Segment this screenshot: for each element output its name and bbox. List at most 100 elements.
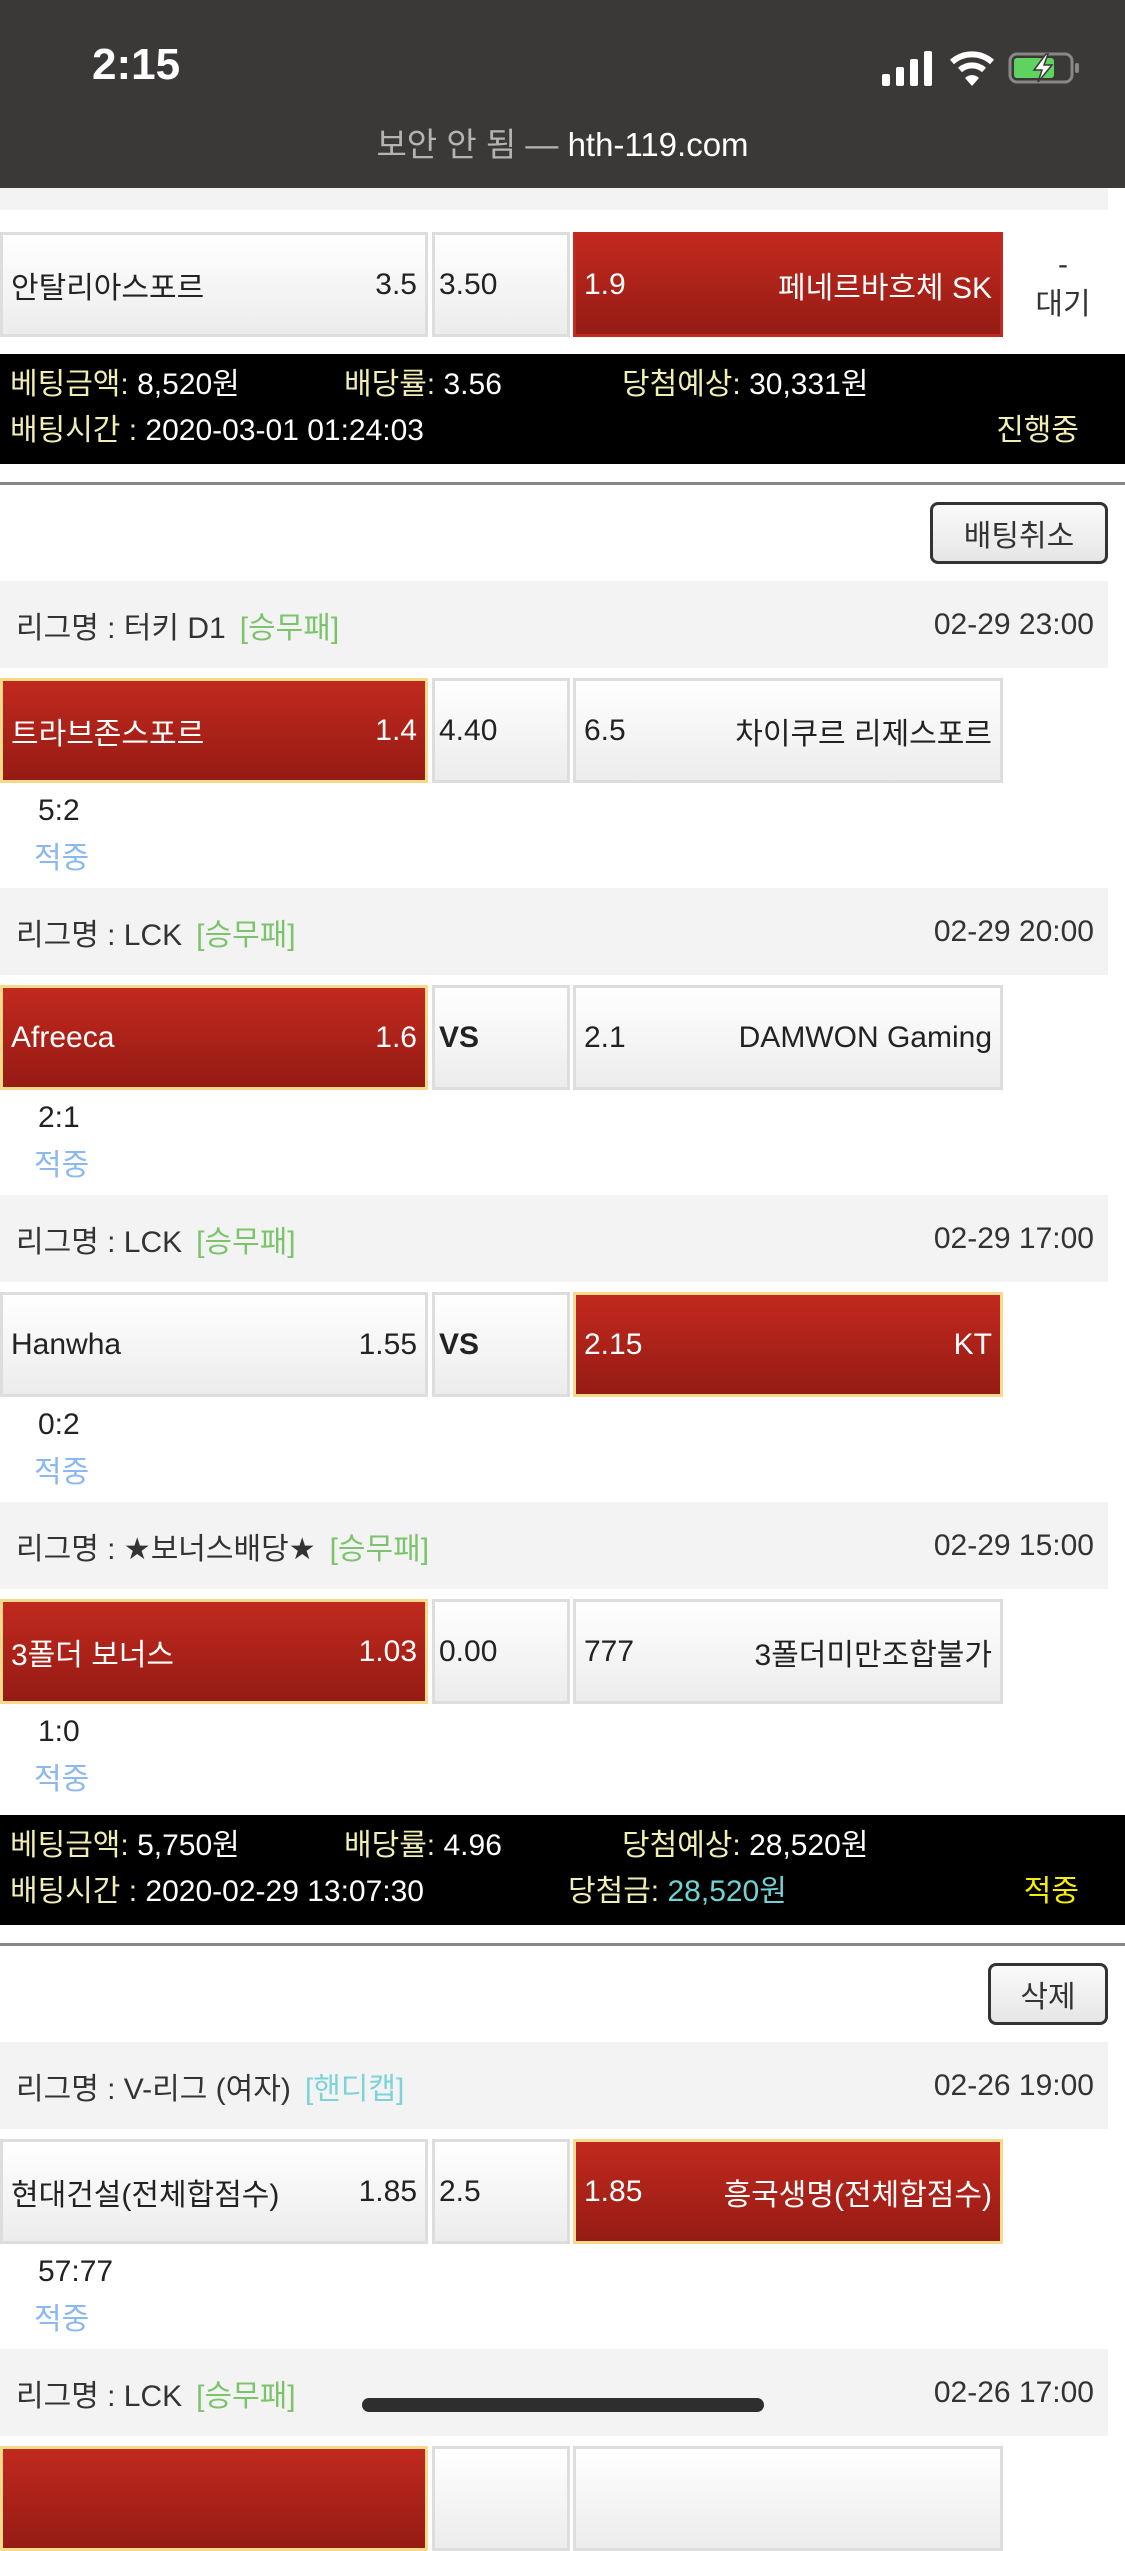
- win-amount-value: 28,520원: [667, 1875, 787, 1908]
- away-odds: 1.85: [584, 2174, 643, 2208]
- market-tag: [승무패]: [196, 918, 296, 952]
- cellular-signal-icon: [882, 51, 932, 86]
- bet-time: 배팅시간 : 2020-03-01 01:24:03: [10, 408, 424, 454]
- match-datetime: 02-29 15:00: [933, 1528, 1094, 1562]
- cancel-bet-button[interactable]: 배팅취소: [930, 502, 1108, 564]
- odds-row: Hanwha 1.55 VS 2.15 KT: [0, 1292, 1125, 1397]
- home-odds: 1.03: [358, 1634, 417, 1668]
- home-pick-button[interactable]: 현대건설(전체합점수) 1.85: [0, 2139, 428, 2244]
- market-tag: [승무패]: [239, 611, 340, 645]
- odds-rate-label: 배당률:: [344, 368, 436, 401]
- league-name: 리그명 : V-리그 (여자): [16, 2072, 291, 2106]
- home-odds: 3.5: [375, 267, 417, 301]
- summary-line-2: 배팅시간 : 2020-03-01 01:24:03 진행중: [10, 408, 1115, 454]
- odds-row: 현대건설(전체합점수) 1.85 2.5 1.85 흥국생명(전체합점수): [0, 2139, 1125, 2244]
- bet-amount-label: 베팅금액:: [10, 368, 129, 401]
- draw-handicap-button[interactable]: VS: [432, 1292, 570, 1397]
- delete-button[interactable]: 삭제: [988, 1963, 1108, 2025]
- score: 1:0: [38, 1715, 80, 1748]
- bet-slip: 배팅취소 리그명 : 터키 D1 [승무패] 02-29 23:00 트라브존스포르 1.…: [0, 482, 1125, 1925]
- draw-handicap-button[interactable]: 4.40: [432, 678, 570, 783]
- expected-win: 당첨예상: 30,331원: [622, 362, 868, 408]
- away-pick-button[interactable]: 2.15 KT: [573, 1292, 1003, 1397]
- home-pick-button[interactable]: [0, 2446, 428, 2551]
- result-status: 적중: [34, 2303, 90, 2336]
- match-result: 2:1 적중: [0, 1090, 1125, 1195]
- away-odds: 2.15: [584, 1327, 643, 1361]
- away-team: 3폴더미만조합불가: [754, 1638, 992, 1672]
- league-name: 리그명 : LCK: [16, 1225, 183, 1259]
- away-team: 흥국생명(전체합점수): [723, 2178, 992, 2212]
- away-odds: 777: [584, 1634, 635, 1668]
- home-pick-button[interactable]: Hanwha 1.55: [0, 1292, 428, 1397]
- mid-value: 0.00: [439, 1634, 498, 1668]
- league-header: 리그명 : ★보너스배당★ [승무패] 02-29 15:00: [0, 1502, 1108, 1589]
- url-bar[interactable]: 보안 안 됨 — hth-119.com: [0, 118, 1125, 166]
- bet-amount-label: 베팅금액:: [10, 1829, 129, 1862]
- odds-rate-value: 3.56: [443, 368, 502, 401]
- bet-amount: 베팅금액: 8,520원: [10, 362, 240, 408]
- home-team: 현대건설(전체합점수): [11, 2178, 280, 2212]
- league-name: 리그명 : ★보너스배당★: [16, 1532, 316, 1566]
- bet-status: 적중: [1023, 1875, 1079, 1908]
- draw-handicap-button[interactable]: [432, 2446, 570, 2551]
- expected-win: 당첨예상: 28,520원: [622, 1823, 868, 1869]
- away-pick-button[interactable]: 1.85 흥국생명(전체합점수): [573, 2139, 1003, 2244]
- mid-value: VS: [439, 1327, 480, 1361]
- match-datetime: 02-29 23:00: [933, 607, 1094, 641]
- match-result: 5:2 적중: [0, 783, 1125, 888]
- mid-value: 4.40: [439, 713, 498, 747]
- bet-amount: 베팅금액: 5,750원: [10, 1823, 240, 1869]
- bet-history-list: 리그명 : 터키 D1[승무패]03-01 02:00안탈리아스포르3.53.5…: [0, 123, 1125, 2551]
- home-pick-button[interactable]: Afreeca 1.6: [0, 985, 428, 1090]
- url-separator: —: [525, 126, 559, 163]
- home-pick-button[interactable]: 트라브존스포르 1.4: [0, 678, 428, 783]
- wifi-icon: [950, 51, 994, 86]
- mid-value: 3.50: [439, 267, 498, 301]
- win-amount: 당첨금: 28,520원: [568, 1869, 787, 1915]
- league-header: 리그명 : V-리그 (여자) [핸디캡] 02-26 19:00: [0, 2042, 1108, 2129]
- bet-time-value: 2020-03-01 01:24:03: [145, 414, 424, 447]
- status-text: 대기: [1035, 287, 1091, 321]
- draw-handicap-button[interactable]: 2.5: [432, 2139, 570, 2244]
- expected-win-label: 당첨예상:: [622, 368, 741, 401]
- match-result: 1:0 적중: [0, 1704, 1125, 1809]
- draw-handicap-button[interactable]: 0.00: [432, 1599, 570, 1704]
- league-header: 리그명 : LCK [승무패] 02-29 17:00: [0, 1195, 1108, 1282]
- home-indicator[interactable]: [362, 2398, 764, 2412]
- away-team: DAMWON Gaming: [738, 1020, 992, 1054]
- match-datetime: 02-26 17:00: [933, 2375, 1094, 2409]
- match-datetime: 02-26 19:00: [933, 2068, 1094, 2102]
- away-pick-button[interactable]: 6.5 차이쿠르 리제스포르: [573, 678, 1003, 783]
- home-odds: 1.4: [375, 713, 417, 747]
- bet-actions: 삭제: [0, 1963, 1125, 2025]
- away-pick-button[interactable]: 777 3폴더미만조합불가: [573, 1599, 1003, 1704]
- home-pick-button[interactable]: 3폴더 보너스 1.03: [0, 1599, 428, 1704]
- odds-rate-label: 배당률:: [344, 1829, 436, 1862]
- score: 2:1: [38, 1101, 80, 1134]
- score: 5:2: [38, 794, 80, 827]
- away-pick-button[interactable]: [573, 2446, 1003, 2551]
- odds-rate: 배당률: 4.96: [344, 1823, 502, 1869]
- battery-charging-icon: [1008, 52, 1079, 84]
- security-warning: 보안 안 됨: [376, 126, 517, 163]
- league-header: 리그명 : 터키 D1 [승무패] 02-29 23:00: [0, 581, 1108, 668]
- divider: [0, 482, 1125, 485]
- bet-summary: 베팅금액: 8,520원 배당률: 3.56 당첨예상: 30,331원 배팅시간 :…: [0, 354, 1125, 464]
- bet-summary: 베팅금액: 5,750원 배당률: 4.96 당첨예상: 28,520원 배팅시간 :…: [0, 1815, 1125, 1925]
- draw-handicap-button[interactable]: VS: [432, 985, 570, 1090]
- away-pick-button[interactable]: 1.9 페네르바흐체 SK: [573, 232, 1003, 337]
- match-status: - 대기: [1003, 232, 1123, 337]
- summary-line-1: 베팅금액: 8,520원 배당률: 3.56 당첨예상: 30,331원: [10, 362, 1115, 408]
- odds-rate-value: 4.96: [443, 1829, 502, 1862]
- draw-handicap-button[interactable]: 3.50: [432, 232, 570, 337]
- score: 57:77: [38, 2255, 114, 2288]
- home-pick-button[interactable]: 안탈리아스포르 3.5: [0, 232, 428, 337]
- away-pick-button[interactable]: 2.1 DAMWON Gaming: [573, 985, 1003, 1090]
- market-tag: [핸디캡]: [304, 2072, 405, 2106]
- mid-value: 2.5: [439, 2174, 481, 2208]
- league-header: 리그명 : LCK [승무패] 02-26 17:00: [0, 2349, 1108, 2436]
- summary-line-1: 베팅금액: 5,750원 배당률: 4.96 당첨예상: 28,520원: [10, 1823, 1115, 1869]
- result-status: 적중: [34, 842, 90, 875]
- away-odds: 2.1: [584, 1020, 626, 1054]
